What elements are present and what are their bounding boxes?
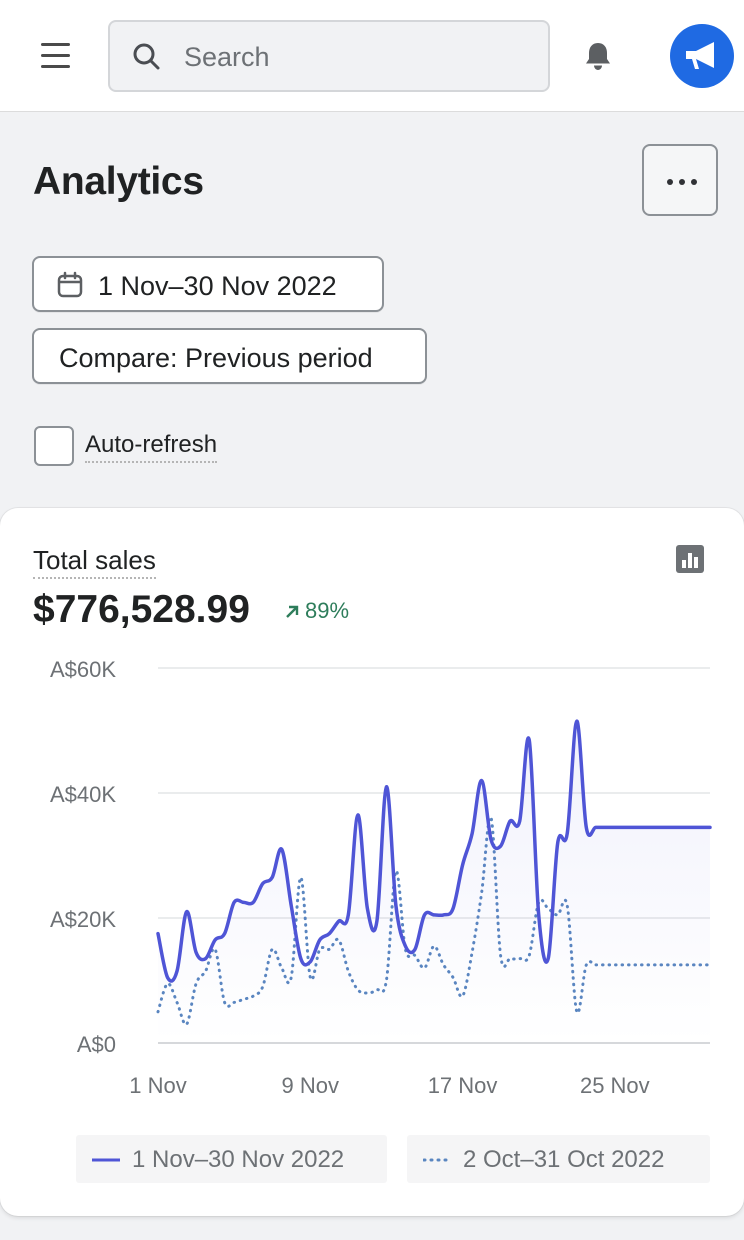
date-range-label: 1 Nov–30 Nov 2022 — [98, 271, 337, 301]
legend-current-period[interactable]: 1 Nov–30 Nov 2022 — [76, 1135, 387, 1183]
more-actions-button[interactable] — [642, 144, 718, 216]
bar-chart-icon[interactable] — [676, 545, 704, 573]
series-area-current — [158, 721, 710, 1043]
search-input[interactable] — [182, 36, 526, 78]
card-title[interactable]: Total sales — [33, 545, 156, 579]
auto-refresh-label[interactable]: Auto-refresh — [85, 431, 218, 463]
compare-button[interactable]: Compare: Previous period — [32, 328, 427, 384]
x-tick-label: 25 Nov — [580, 1073, 650, 1098]
x-tick-label: 17 Nov — [428, 1073, 498, 1098]
date-range-button[interactable]: 1 Nov–30 Nov 2022 — [32, 256, 384, 312]
legend-swatch-dotted — [423, 1158, 451, 1162]
change-value: 89% — [305, 598, 350, 623]
search-icon — [133, 43, 160, 70]
auto-refresh-checkbox[interactable] — [34, 426, 74, 466]
legend-label: 2 Oct–31 Oct 2022 — [463, 1146, 665, 1173]
x-tick-label: 9 Nov — [282, 1073, 339, 1098]
calendar-icon — [57, 271, 83, 298]
legend-previous-period[interactable]: 2 Oct–31 Oct 2022 — [407, 1135, 710, 1183]
change-indicator: 89% — [285, 598, 349, 624]
y-tick-label: A$40K — [50, 782, 116, 807]
legend-label: 1 Nov–30 Nov 2022 — [132, 1146, 345, 1173]
total-sales-card: Total sales $776,528.99 89% A$0 A$20K A$40… — [0, 508, 744, 1216]
menu-icon[interactable] — [36, 38, 76, 74]
top-bar — [0, 0, 744, 112]
series-line-current — [156, 719, 712, 983]
y-tick-label: A$20K — [50, 907, 116, 932]
arrow-up-right-icon — [286, 605, 299, 618]
y-tick-label: A$60K — [50, 657, 116, 682]
y-tick-label: A$0 — [77, 1032, 116, 1057]
megaphone-icon — [686, 42, 714, 69]
sales-line-chart: A$0 A$20K A$40K A$60K 1 Nov 9 Nov 17 Nov 25 No… — [50, 657, 712, 1098]
compare-label: Compare: Previous period — [59, 343, 373, 373]
avatar[interactable] — [670, 24, 734, 88]
legend-swatch-solid — [92, 1158, 120, 1162]
search-field[interactable] — [108, 20, 550, 92]
page-title: Analytics — [33, 160, 204, 203]
bell-icon[interactable] — [580, 38, 616, 74]
total-sales-value: $776,528.99 — [33, 588, 250, 631]
x-tick-label: 1 Nov — [129, 1073, 186, 1098]
